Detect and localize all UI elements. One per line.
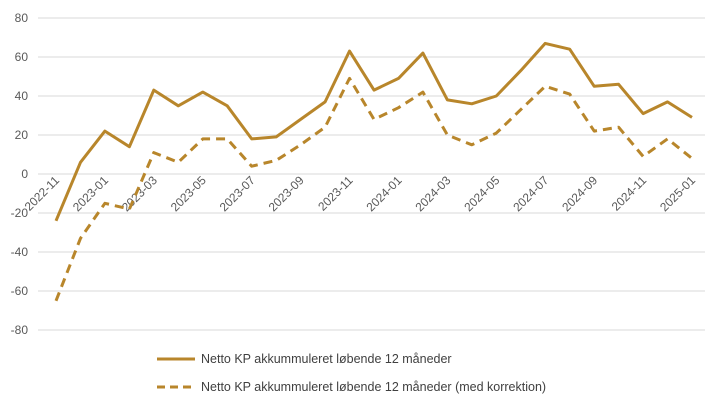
y-tick-label: -80 xyxy=(11,323,29,337)
legend-label-dashed: Netto KP akkummuleret løbende 12 måneder… xyxy=(201,380,546,394)
x-tick-label: 2023-01 xyxy=(70,173,111,214)
x-tick-label: 2025-01 xyxy=(657,173,698,214)
x-tick-label: 2023-09 xyxy=(266,173,307,214)
y-tick-label: 40 xyxy=(15,89,29,103)
x-tick-label: 2024-01 xyxy=(364,173,405,214)
legend: Netto KP akkummuleret løbende 12 måneder… xyxy=(157,352,546,394)
x-tick-label: 2023-03 xyxy=(119,173,160,214)
x-tick-label: 2024-11 xyxy=(609,173,650,214)
series-line-dashed xyxy=(54,76,693,302)
x-tick-label: 2023-07 xyxy=(217,173,258,214)
x-tick-label: 2024-09 xyxy=(559,173,600,214)
y-axis-tick-labels: 80 60 40 20 0 -20 -40 -60 -80 xyxy=(11,11,29,337)
y-tick-label: 60 xyxy=(15,50,29,64)
series-line-solid xyxy=(54,41,693,222)
x-tick-label: 2024-05 xyxy=(461,173,502,214)
x-tick-label: 2024-07 xyxy=(510,173,551,214)
y-tick-label: -20 xyxy=(11,206,29,220)
y-tick-label: 20 xyxy=(15,128,29,142)
y-tick-label: -40 xyxy=(11,245,29,259)
y-tick-label: -60 xyxy=(11,284,29,298)
series-group xyxy=(54,41,693,302)
x-tick-label: 2024-03 xyxy=(412,173,453,214)
x-tick-label: 2023-11 xyxy=(315,173,356,214)
y-tick-label: 80 xyxy=(15,11,29,25)
x-tick-label: 2023-05 xyxy=(168,173,209,214)
legend-label-solid: Netto KP akkummuleret løbende 12 måneder xyxy=(201,352,452,366)
y-tick-label: 0 xyxy=(21,167,28,181)
grid-lines xyxy=(38,17,705,331)
